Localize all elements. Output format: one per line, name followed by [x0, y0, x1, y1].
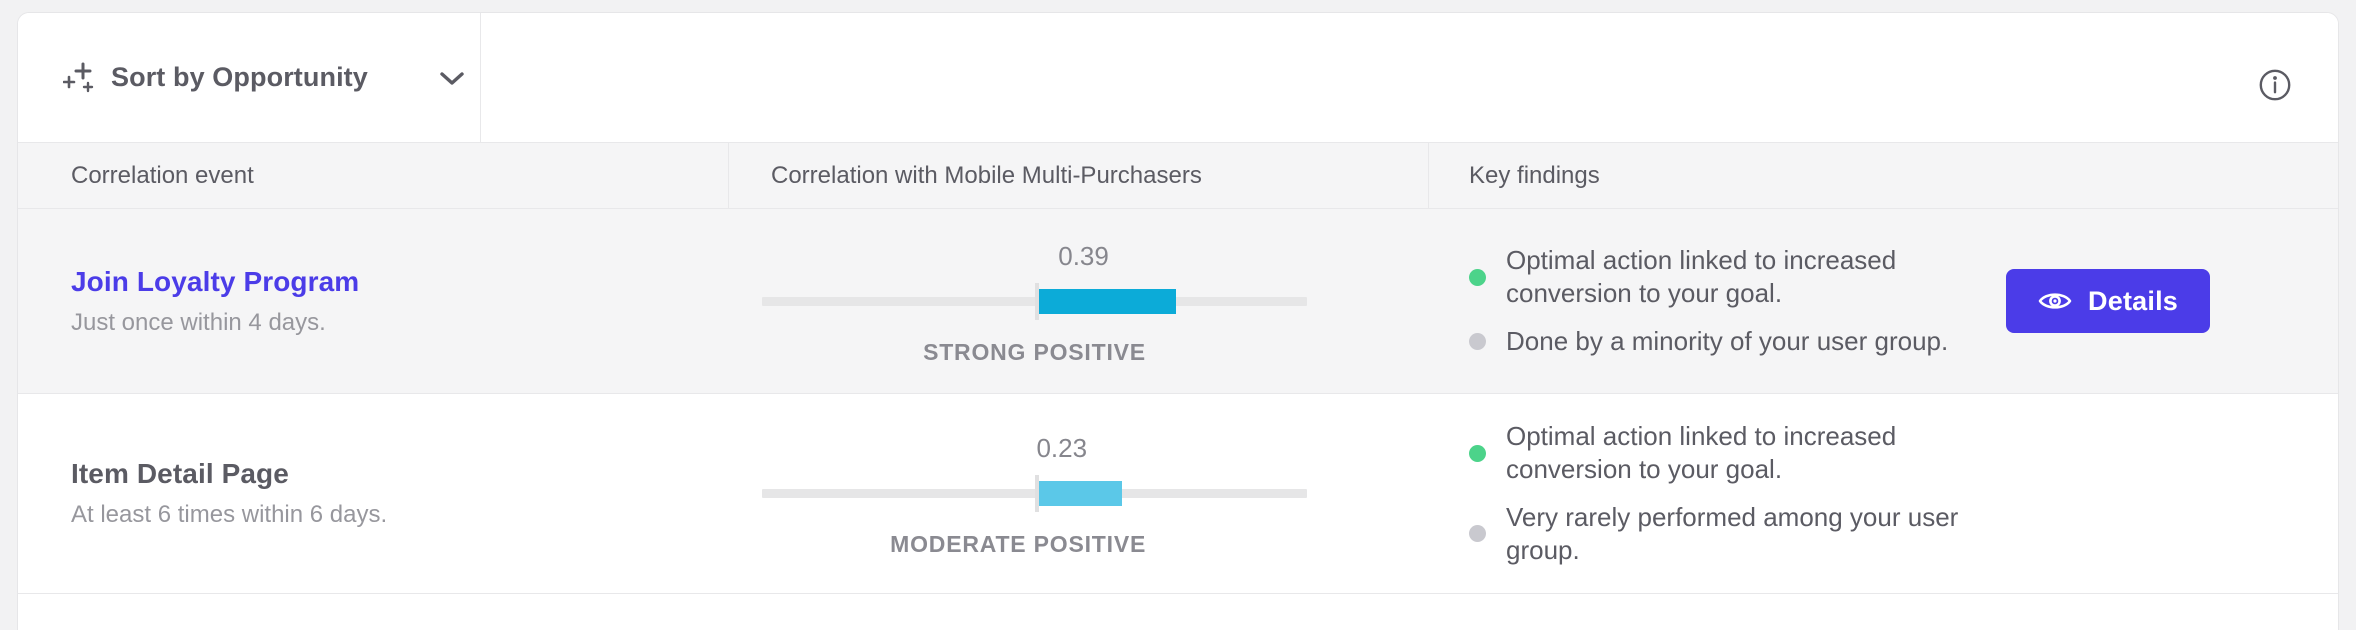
key-finding-text: Optimal action linked to increased conve… — [1506, 420, 1897, 485]
correlation-value: 0.39 — [1058, 240, 1109, 271]
correlation-bar-fill — [1038, 288, 1177, 314]
key-finding-item: Done by a minority of your user group. — [1469, 325, 2338, 358]
column-header-correlation-with-group: Correlation with Mobile Multi-Purchasers — [729, 143, 1429, 208]
correlation-value: 0.23 — [1036, 433, 1088, 463]
correlation-meter-cell: 0.23 MODERATE POSITIVE — [729, 394, 1429, 593]
correlation-zero-tick — [1034, 475, 1039, 512]
table-row[interactable]: Join Loyalty Program Just once within 4 … — [18, 209, 2338, 394]
column-header-correlation-event: Correlation event — [18, 143, 729, 208]
key-findings-cell: Optimal action linked to increased conve… — [1429, 394, 2338, 593]
table-row[interactable]: Item Detail Page At least 6 times within… — [18, 394, 2338, 594]
table-column-headers: Correlation event Correlation with Mobil… — [18, 143, 2338, 209]
key-findings-cell: Optimal action linked to increased conve… — [1429, 209, 2338, 393]
key-finding-text: Done by a minority of your user group. — [1506, 325, 1949, 356]
key-finding-item: Optimal action linked to increased conve… — [1469, 420, 2338, 487]
details-button-label: Details — [2088, 285, 2178, 316]
sort-by-opportunity-dropdown[interactable]: Sort by Opportunity — [18, 13, 481, 142]
event-subtitle: At least 6 times within 6 days. — [71, 501, 388, 528]
status-dot-positive-icon — [1469, 444, 1486, 462]
correlation-event-cell: Join Loyalty Program Just once within 4 … — [18, 209, 729, 393]
event-subtitle: Just once within 4 days. — [71, 308, 326, 336]
details-button[interactable]: Details — [2006, 269, 2210, 333]
correlation-event-cell: Item Detail Page At least 6 times within… — [18, 394, 729, 593]
sort-by-opportunity-label: Sort by Opportunity — [111, 62, 368, 92]
key-finding-text: Optimal action linked to increased conve… — [1506, 245, 1897, 309]
correlation-bar-fill — [1038, 481, 1122, 506]
status-dot-neutral-icon — [1469, 332, 1486, 350]
key-finding-text: Very rarely performed among your user gr… — [1506, 501, 1959, 565]
chevron-down-icon[interactable] — [439, 70, 465, 86]
table-toolbar: Sort by Opportunity — [18, 13, 2338, 143]
correlation-zero-tick — [1034, 282, 1039, 320]
correlation-meter-cell: 0.39 STRONG POSITIVE — [729, 209, 1429, 393]
table-row-partial[interactable] — [18, 594, 2338, 630]
correlation-track — [762, 282, 1307, 320]
info-circle-icon[interactable] — [2258, 68, 2292, 102]
status-dot-neutral-icon — [1469, 525, 1486, 543]
correlation-strength-label: STRONG POSITIVE — [923, 338, 1146, 365]
eye-icon — [2038, 293, 2072, 309]
status-dot-positive-icon — [1469, 268, 1486, 286]
event-title: Item Detail Page — [71, 458, 289, 489]
sparkle-icon — [63, 62, 94, 92]
event-title-link[interactable]: Join Loyalty Program — [71, 265, 360, 297]
correlation-card: Sort by Opportunity Correlation event Co… — [17, 12, 2339, 630]
correlation-strength-label: MODERATE POSITIVE — [890, 531, 1147, 557]
key-finding-item: Optimal action linked to increased conve… — [1469, 244, 2338, 311]
key-finding-item: Very rarely performed among your user gr… — [1469, 501, 2338, 568]
column-header-key-findings: Key findings — [1469, 161, 1600, 189]
correlation-track — [762, 475, 1307, 512]
